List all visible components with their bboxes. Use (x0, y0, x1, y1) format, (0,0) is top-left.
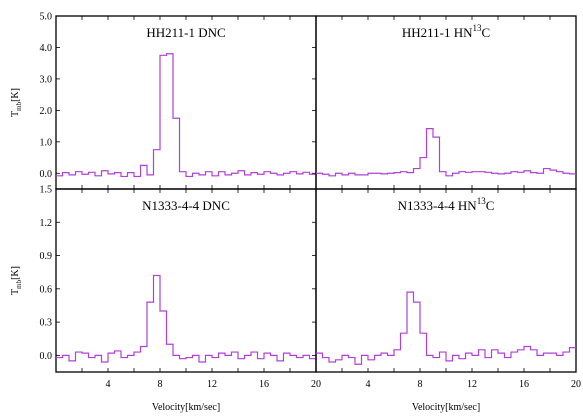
panel-title: HH211-1 DNC (146, 25, 225, 40)
panel-title-main: N1333-4-4 HN (398, 198, 478, 213)
x-axis-label: Velocity[km/sec] (412, 402, 480, 413)
x-tick-label: 16 (519, 379, 529, 390)
y-tick-label: 0.3 (40, 318, 53, 329)
panel-frame (315, 188, 577, 373)
y-tick-label: 3.0 (40, 74, 53, 85)
x-tick-label: 16 (259, 379, 269, 390)
panel-frame (315, 15, 577, 190)
panel-title-suffix: C (481, 25, 490, 40)
panel-title-suffix: C (486, 198, 495, 213)
y-tick-label: 1.5 (40, 185, 53, 196)
panel-title-main: HH211-1 HN (402, 25, 473, 40)
panel-bottom-left: 0.0 0.3 0.6 0.9 1.2 1.5 4 8 12 16 20 N1333-4-4 DNC T… (10, 185, 321, 414)
spectrum-line (56, 53, 316, 178)
y-tick-label: 1.2 (40, 218, 53, 229)
panel-title-main: HH211-1 DNC (146, 25, 225, 40)
x-tick-label: 20 (311, 379, 321, 390)
y-tick-label: 0.0 (40, 351, 53, 362)
y-tick-label: 0.9 (40, 251, 53, 262)
panel-title: N1333-4-4 HN13C (398, 196, 495, 213)
y-axis-label: Tmb[K] (10, 266, 23, 295)
panel-title-superscript: 13 (477, 196, 487, 206)
spectrum-line (316, 291, 576, 365)
panel-bottom-right: 4 8 12 16 20 N1333-4-4 HN13C Velocity[km/sec] (315, 188, 581, 413)
panel-title: N1333-4-4 DNC (142, 198, 230, 213)
y-tick-label: 4.0 (40, 43, 53, 54)
x-tick-label: 4 (366, 379, 371, 390)
panel-frame (55, 188, 317, 373)
y-tick-label: 2.0 (40, 106, 53, 117)
x-tick-label: 8 (158, 379, 163, 390)
y-tick-label: 0.6 (40, 284, 53, 295)
panel-frame (55, 15, 317, 190)
spectrum-line (56, 274, 316, 363)
x-axis-label: Velocity[km/sec] (152, 402, 220, 413)
y-tick-label: 1.0 (40, 137, 53, 148)
spectrum-line (316, 128, 576, 177)
panel-top-right: HH211-1 HN13C (315, 15, 577, 190)
panel-title-superscript: 13 (472, 23, 482, 33)
panel-top-left: 0.0 1.0 2.0 3.0 4.0 5.0 HH211-1 DNC Tmb[K] (10, 12, 317, 190)
panel-title: HH211-1 HN13C (402, 23, 490, 40)
x-tick-label: 20 (571, 379, 581, 390)
y-tick-label: 5.0 (40, 12, 53, 23)
x-tick-label: 12 (467, 379, 477, 390)
panel-title-main: N1333-4-4 DNC (142, 198, 230, 213)
x-tick-label: 12 (207, 379, 217, 390)
y-tick-label: 0.0 (40, 169, 53, 180)
x-tick-label: 8 (418, 379, 423, 390)
x-tick-label: 4 (106, 379, 111, 390)
y-axis-label: Tmb[K] (10, 88, 23, 117)
